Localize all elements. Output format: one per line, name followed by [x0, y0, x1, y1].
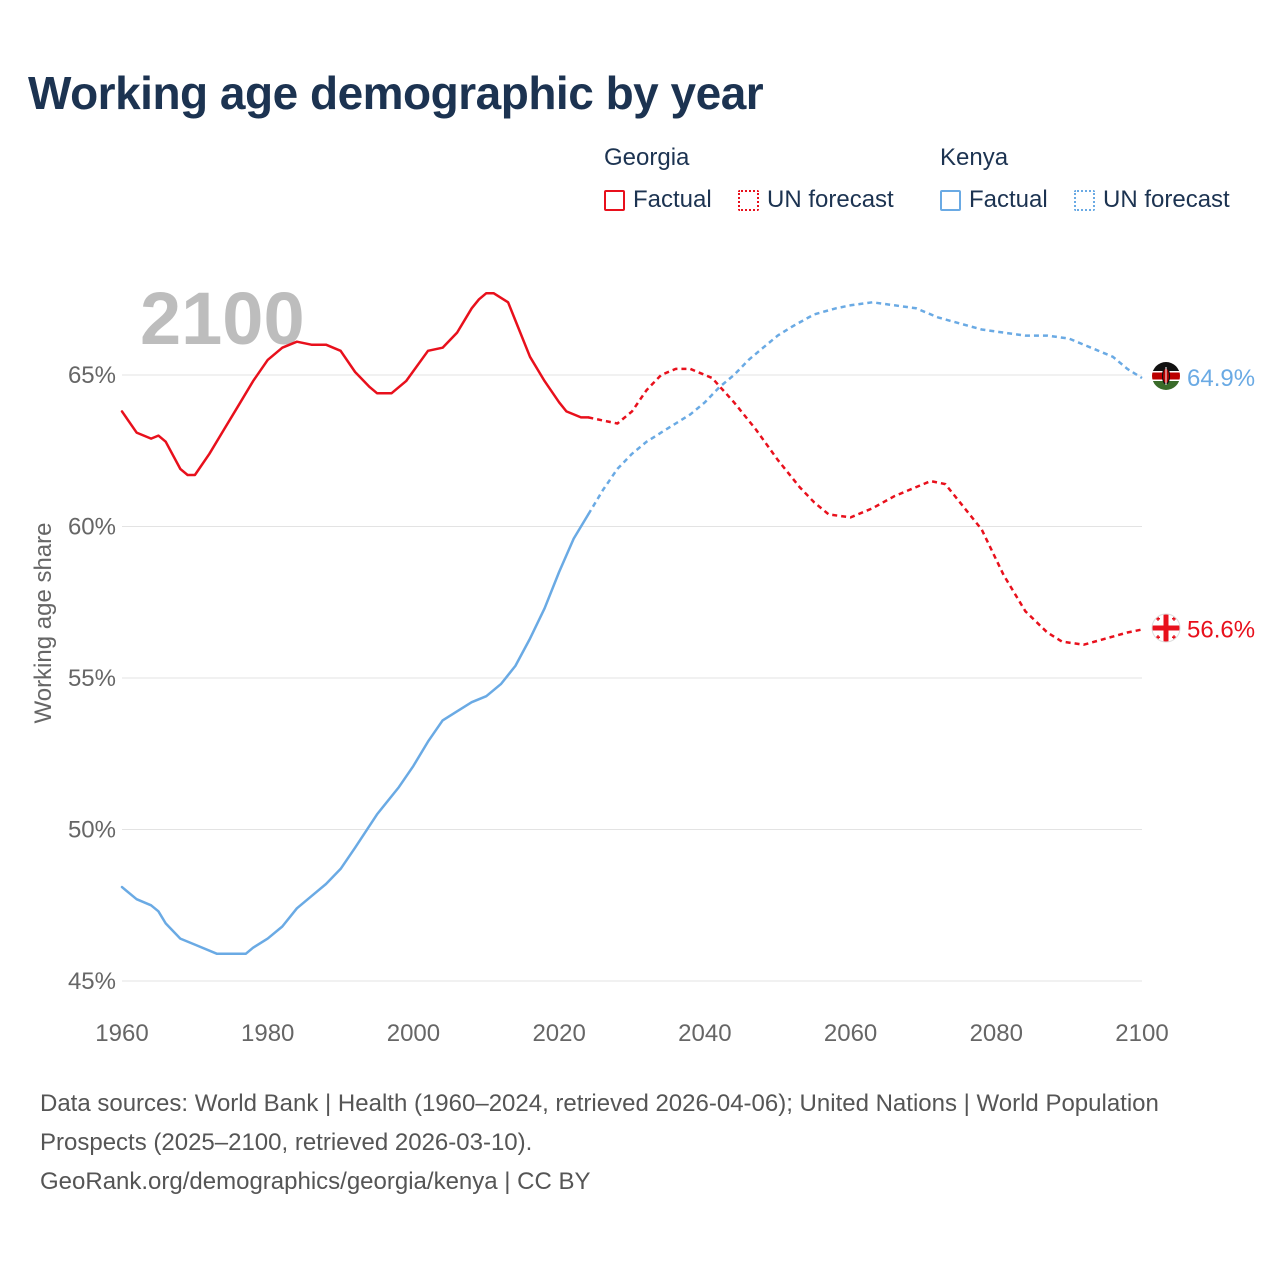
credit-line: GeoRank.org/demographics/georgia/kenya |… [40, 1168, 591, 1195]
legend-label: UN forecast [767, 186, 894, 213]
georgia-flag-icon [1152, 614, 1180, 642]
data-sources: Data sources: World Bank | Health (1960–… [40, 1090, 1159, 1156]
y-tick-label: 45% [68, 968, 116, 995]
legend-swatch-dotted [1074, 189, 1095, 211]
kenya-flag-icon [1152, 362, 1180, 390]
x-tick-label: 2080 [970, 1020, 1023, 1047]
legend-label: Factual [969, 186, 1048, 213]
georgia-end-value-label: 56.6% [1187, 617, 1255, 644]
legend-swatch-solid [604, 189, 625, 211]
kenya-forecast-line[interactable] [587, 301, 1143, 516]
legend-swatch-solid [940, 189, 961, 211]
y-tick-label: 50% [68, 817, 116, 844]
footer: Data sources: World Bank | Health (1960–… [40, 1084, 1240, 1201]
chart-title: Working age demographic by year [28, 67, 764, 119]
georgia-factual-line[interactable] [120, 291, 590, 477]
x-tick-label: 2060 [824, 1020, 877, 1047]
kenya-factual-line[interactable] [120, 513, 590, 955]
chart-plot: 2100 45% 50% 55% 60% 65% 1960 1980 2000 2020 2040… [30, 277, 1255, 1047]
legend-item-kenya-factual[interactable]: Factual [940, 186, 1048, 214]
y-tick-label: 55% [68, 665, 116, 692]
x-tick-label: 2000 [387, 1020, 440, 1047]
y-axis-label: Working age share [30, 523, 57, 724]
legend-item-kenya-forecast[interactable]: UN forecast [1074, 186, 1230, 214]
legend-item-georgia-factual[interactable]: Factual [604, 186, 712, 214]
legend-heading-georgia: Georgia [604, 144, 690, 171]
x-tick-label: 2100 [1115, 1020, 1168, 1047]
legend-label: UN forecast [1103, 186, 1230, 213]
year-watermark: 2100 [140, 277, 305, 360]
x-tick-label: 2040 [678, 1020, 731, 1047]
x-tick-label: 1960 [95, 1020, 148, 1047]
x-tick-label: 2020 [532, 1020, 585, 1047]
legend-swatch-dotted [738, 189, 759, 211]
kenya-end-value-label: 64.9% [1187, 365, 1255, 392]
y-tick-label: 65% [68, 362, 116, 389]
legend-item-georgia-forecast[interactable]: UN forecast [738, 186, 894, 214]
legend-label: Factual [633, 186, 712, 213]
georgia-forecast-line[interactable] [588, 367, 1143, 646]
x-tick-label: 1980 [241, 1020, 294, 1047]
y-tick-label: 60% [68, 514, 116, 541]
legend-heading-kenya: Kenya [940, 144, 1009, 171]
